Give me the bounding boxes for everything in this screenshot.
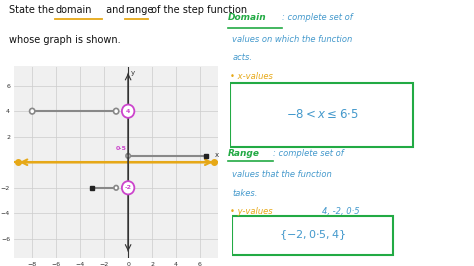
Text: values on which the function: values on which the function (232, 35, 353, 44)
Circle shape (122, 105, 134, 118)
Text: -2: -2 (125, 185, 132, 190)
Text: : complete set of: : complete set of (273, 149, 344, 158)
Text: State the: State the (9, 5, 58, 15)
Text: : complete set of: : complete set of (282, 13, 353, 22)
Text: y: y (130, 70, 135, 76)
Text: acts.: acts. (232, 53, 252, 62)
Text: • x-values: • x-values (230, 72, 273, 81)
Text: of the step function: of the step function (148, 5, 247, 15)
Text: domain: domain (55, 5, 92, 15)
FancyBboxPatch shape (230, 83, 413, 147)
Text: x: x (214, 152, 219, 158)
Text: 4, -2, 0·5: 4, -2, 0·5 (322, 207, 360, 217)
Text: $-8 < x \leq 6{\cdot}5$: $-8 < x \leq 6{\cdot}5$ (286, 108, 359, 121)
Text: range: range (125, 5, 153, 15)
Circle shape (113, 108, 119, 114)
Text: and: and (103, 5, 128, 15)
Text: $\{-2, 0{\cdot}5, 4\}$: $\{-2, 0{\cdot}5, 4\}$ (279, 228, 346, 242)
Text: takes.: takes. (232, 189, 258, 198)
FancyBboxPatch shape (232, 217, 392, 255)
Text: • y-values: • y-values (230, 207, 273, 217)
Circle shape (126, 153, 130, 158)
Text: 4: 4 (126, 109, 130, 114)
Text: Range: Range (228, 149, 260, 158)
Circle shape (114, 185, 118, 190)
Circle shape (29, 108, 35, 114)
Text: Domain: Domain (228, 13, 266, 22)
Text: whose graph is shown.: whose graph is shown. (9, 35, 121, 45)
Text: values that the function: values that the function (232, 170, 332, 179)
Circle shape (122, 181, 134, 194)
Text: 0·5: 0·5 (115, 146, 126, 151)
